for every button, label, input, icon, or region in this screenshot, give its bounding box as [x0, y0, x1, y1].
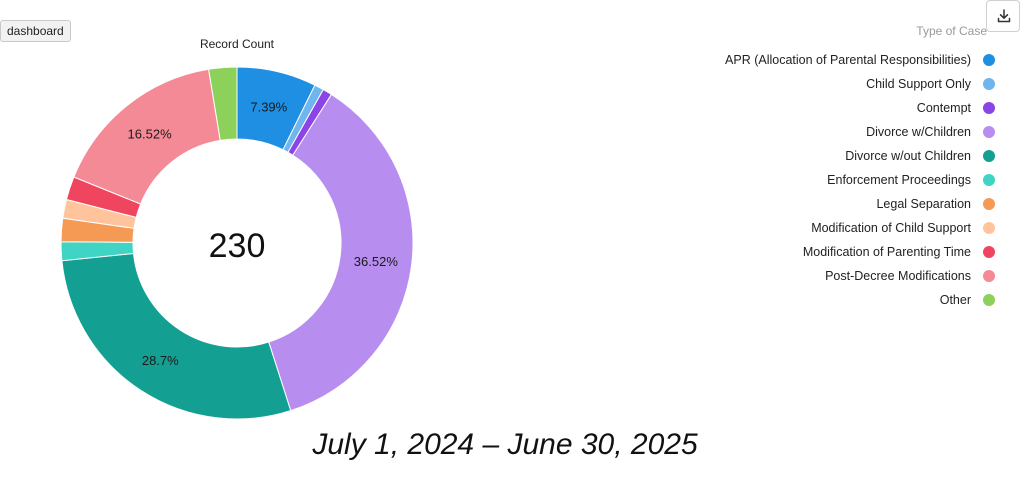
- legend-item[interactable]: Modification of Child Support: [640, 216, 995, 240]
- legend-swatch: [983, 150, 995, 162]
- donut-slices: [60, 66, 414, 420]
- legend: APR (Allocation of Parental Responsibili…: [640, 48, 995, 312]
- legend-swatch: [983, 246, 995, 258]
- slice-labels: 7.39% 36.52% 28.7% 16.52%: [128, 100, 399, 368]
- center-total: 230: [209, 227, 266, 265]
- legend-item[interactable]: Divorce w/out Children: [640, 144, 995, 168]
- legend-label: Enforcement Proceedings: [827, 173, 971, 187]
- chart-title: Record Count: [199, 37, 275, 51]
- legend-item[interactable]: Modification of Parenting Time: [640, 240, 995, 264]
- legend-label: Legal Separation: [876, 197, 971, 211]
- legend-swatch: [983, 78, 995, 90]
- legend-swatch: [983, 198, 995, 210]
- dashboard-tag[interactable]: dashboard: [0, 20, 71, 42]
- slice-divorce-w-children[interactable]: [268, 93, 414, 412]
- legend-label: Child Support Only: [866, 77, 971, 91]
- download-icon: [997, 9, 1011, 23]
- legend-label: Divorce w/Children: [866, 125, 971, 139]
- legend-label: Modification of Parenting Time: [802, 245, 971, 259]
- legend-item[interactable]: Child Support Only: [640, 72, 995, 96]
- legend-swatch: [983, 174, 995, 186]
- slice-divorce-w-out-children[interactable]: [61, 252, 292, 420]
- legend-swatch: [983, 102, 995, 114]
- legend-label: Divorce w/out Children: [845, 149, 971, 163]
- slice-other[interactable]: [208, 66, 238, 141]
- legend-label: APR (Allocation of Parental Responsibili…: [725, 53, 971, 67]
- legend-swatch: [983, 270, 995, 282]
- legend-swatch: [983, 54, 995, 66]
- legend-label: Post-Decree Modifications: [825, 269, 971, 283]
- legend-swatch: [983, 222, 995, 234]
- download-button[interactable]: [986, 0, 1020, 32]
- legend-item[interactable]: Contempt: [640, 96, 995, 120]
- legend-item[interactable]: Enforcement Proceedings: [640, 168, 995, 192]
- legend-label: Modification of Child Support: [811, 221, 971, 235]
- legend-item[interactable]: Other: [640, 288, 995, 312]
- legend-item[interactable]: Post-Decree Modifications: [640, 264, 995, 288]
- legend-item[interactable]: Legal Separation: [640, 192, 995, 216]
- legend-title: Type of Case: [916, 24, 987, 38]
- date-range: July 1, 2024 – June 30, 2025: [312, 428, 698, 461]
- legend-label: Contempt: [916, 101, 971, 115]
- legend-swatch: [983, 126, 995, 138]
- slice-data-label: 36.52%: [354, 254, 399, 269]
- slice-data-label: 7.39%: [250, 100, 287, 115]
- slice-data-label: 16.52%: [128, 127, 173, 142]
- legend-label: Other: [939, 293, 971, 307]
- legend-swatch: [983, 294, 995, 306]
- legend-item[interactable]: APR (Allocation of Parental Responsibili…: [640, 48, 995, 72]
- slice-data-label: 28.7%: [142, 353, 179, 368]
- donut-chart: 7.39% 36.52% 28.7% 16.52% 230: [60, 66, 414, 420]
- legend-item[interactable]: Divorce w/Children: [640, 120, 995, 144]
